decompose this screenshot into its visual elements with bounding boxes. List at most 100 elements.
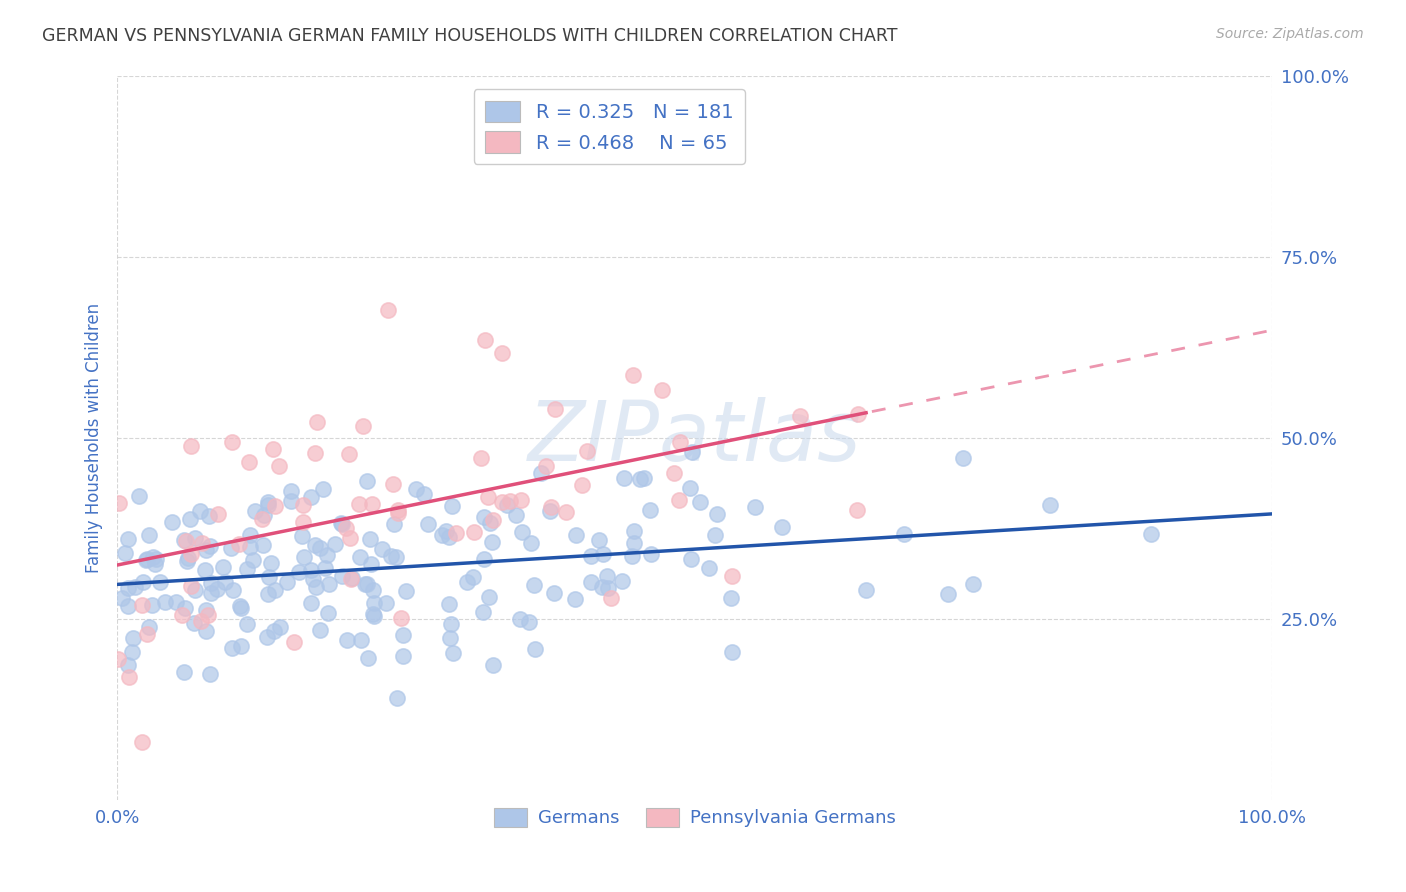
Text: GERMAN VS PENNSYLVANIA GERMAN FAMILY HOUSEHOLDS WITH CHILDREN CORRELATION CHART: GERMAN VS PENNSYLVANIA GERMAN FAMILY HOU… [42,27,897,45]
Point [236,562,259,576]
Point [538,504,561,518]
Point [239,528,262,542]
Point [228,537,250,551]
Point [592,547,614,561]
Point [349,549,371,564]
Point [679,481,702,495]
Point [664,466,686,480]
Point [418,516,440,531]
Point [283,635,305,649]
Point [179,512,201,526]
Point [316,606,339,620]
Point [481,513,503,527]
Point [305,581,328,595]
Point [472,552,495,566]
Point [207,582,229,596]
Point [243,504,266,518]
Point [143,558,166,572]
Point [596,582,619,596]
Point [524,641,547,656]
Point [413,487,436,501]
Point [269,620,291,634]
Point [384,549,406,564]
Point [496,498,519,512]
Point [276,574,298,589]
Point [357,651,380,665]
Point [681,445,703,459]
Point [262,442,284,457]
Point [257,495,280,509]
Point [481,535,503,549]
Point [330,569,353,583]
Point [114,546,136,560]
Point [117,658,139,673]
Point [347,496,370,510]
Point [194,603,217,617]
Point [138,528,160,542]
Point [304,446,326,460]
Point [198,509,221,524]
Point [138,620,160,634]
Point [523,578,546,592]
Point [257,570,280,584]
Point [200,586,222,600]
Point [250,512,273,526]
Point [299,564,322,578]
Point [360,557,382,571]
Point [555,505,578,519]
Point [371,542,394,557]
Point [579,574,602,589]
Point [893,527,915,541]
Point [117,581,139,595]
Point [628,472,651,486]
Point [173,533,195,548]
Text: Source: ZipAtlas.com: Source: ZipAtlas.com [1216,27,1364,41]
Point [314,561,336,575]
Point [534,458,557,473]
Point [463,524,485,539]
Point [269,459,291,474]
Point [198,539,221,553]
Text: ZIPatlas: ZIPatlas [529,397,862,478]
Point [361,607,384,622]
Point [229,600,252,615]
Point [744,500,766,514]
Point [177,551,200,566]
Point [474,333,496,347]
Point [689,494,711,508]
Point [498,493,520,508]
Point [440,499,463,513]
Point [789,409,811,423]
Point [359,532,381,546]
Point [107,652,129,666]
Point [180,579,202,593]
Point [290,529,312,543]
Point [107,496,129,510]
Point [591,580,613,594]
Point [361,582,384,597]
Point [121,645,143,659]
Point [530,466,553,480]
Point [207,508,229,522]
Point [180,547,202,561]
Point [238,455,260,469]
Point [252,538,274,552]
Point [668,493,690,508]
Point [339,531,361,545]
Point [361,497,384,511]
Point [184,583,207,598]
Point [330,516,353,531]
Point [612,574,634,588]
Point [280,484,302,499]
Point [256,630,278,644]
Point [461,570,484,584]
Point [565,528,588,542]
Point [588,533,610,548]
Point [720,568,742,582]
Point [292,515,315,529]
Point [855,582,877,597]
Point [176,553,198,567]
Point [720,591,742,606]
Point [141,598,163,612]
Point [316,548,339,562]
